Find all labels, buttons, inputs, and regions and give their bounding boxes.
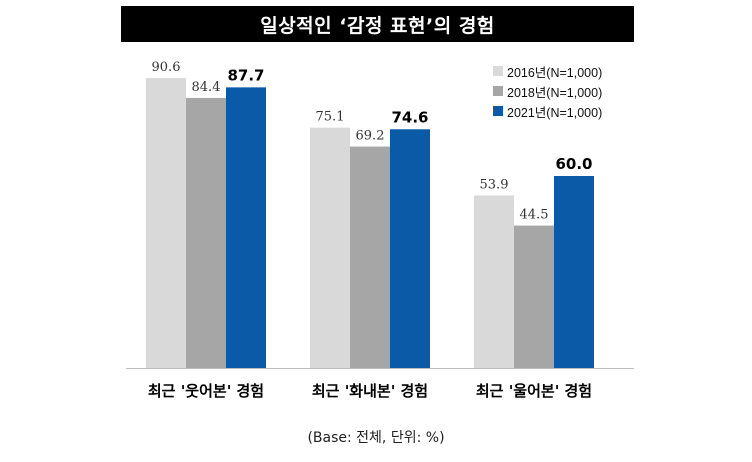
value-label-2021-cat2: 74.6 [391,108,428,126]
legend-swatch-2016 [493,66,503,76]
legend-item-2018: 2018년(N=1,000) [493,81,602,101]
value-label-2018-cat3: 44.5 [520,208,549,223]
legend-label-2021: 2021년(N=1,000) [507,105,603,120]
value-label-2016-cat2: 75.1 [316,110,345,125]
category-label-1: 최근 '웃어본' 경험 [148,382,264,400]
legend-swatch-2021 [493,106,503,116]
legend: 2016년(N=1,000) 2018년(N=1,000) 2021년(N=1,… [493,61,602,121]
value-label-2016-cat3: 53.9 [480,178,509,193]
legend-label-2016: 2016년(N=1,000) [507,65,603,80]
bar-2018-cat1 [186,97,226,369]
value-label-2021-cat3: 60.0 [555,155,592,173]
bar-2016-cat3 [474,195,514,368]
bar-2021-cat1 [226,87,266,369]
bar-2018-cat2 [350,146,390,368]
category-label-3: 최근 '울어본' 경험 [476,382,592,400]
legend-item-2021: 2021년(N=1,000) [493,101,602,121]
bar-2016-cat1 [146,78,186,368]
chart-title: 일상적인 ‘감정 표현’의 경험 [260,14,495,37]
category-label-2: 최근 '화내본' 경험 [312,382,428,400]
title-bar: 일상적인 ‘감정 표현’의 경험 [121,6,634,42]
bar-2016-cat2 [310,127,350,369]
legend-item-2016: 2016년(N=1,000) [493,61,602,81]
value-label-2021-cat1: 87.7 [227,66,264,84]
base-note: (Base: 전체, 단위: %) [307,430,445,446]
value-label-2018-cat1: 84.4 [192,80,221,95]
value-label-2018-cat2: 69.2 [356,129,385,144]
value-label-2016-cat1: 90.6 [152,60,181,75]
legend-swatch-2018 [493,86,503,96]
bar-2021-cat2 [390,129,430,368]
legend-label-2018: 2018년(N=1,000) [507,85,603,100]
bar-2021-cat3 [554,176,594,368]
bar-2018-cat3 [514,225,554,368]
